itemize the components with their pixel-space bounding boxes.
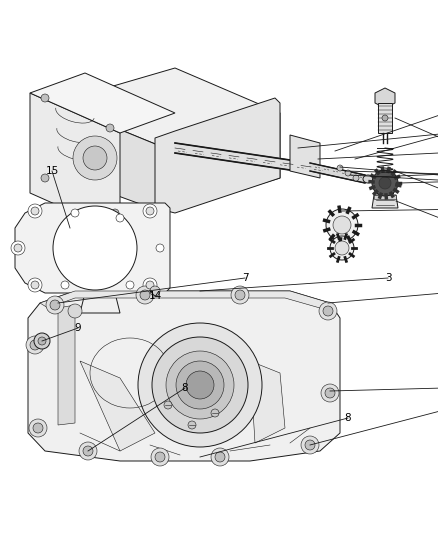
Polygon shape [374, 195, 396, 199]
Circle shape [30, 340, 40, 350]
Circle shape [138, 323, 262, 447]
Polygon shape [155, 98, 280, 213]
Circle shape [379, 177, 391, 189]
Circle shape [106, 124, 114, 132]
Polygon shape [375, 88, 395, 108]
Circle shape [143, 278, 157, 292]
Polygon shape [80, 293, 120, 313]
Circle shape [28, 204, 42, 218]
Polygon shape [310, 163, 365, 183]
Circle shape [116, 214, 124, 222]
Circle shape [83, 446, 93, 456]
Circle shape [382, 115, 388, 121]
Circle shape [34, 333, 50, 349]
Circle shape [166, 351, 234, 419]
Circle shape [326, 209, 358, 241]
Circle shape [41, 94, 49, 102]
Circle shape [71, 209, 79, 217]
Circle shape [61, 281, 69, 289]
Polygon shape [30, 73, 175, 133]
Circle shape [333, 216, 351, 234]
Circle shape [46, 296, 64, 314]
Text: 8: 8 [345, 413, 351, 423]
Circle shape [186, 371, 214, 399]
Circle shape [14, 244, 22, 252]
Polygon shape [15, 203, 170, 293]
Polygon shape [55, 68, 280, 148]
Circle shape [31, 281, 39, 289]
Circle shape [73, 136, 117, 180]
Polygon shape [55, 103, 165, 213]
Circle shape [345, 170, 351, 176]
Circle shape [146, 281, 154, 289]
Text: 14: 14 [148, 291, 162, 301]
Circle shape [50, 300, 60, 310]
Circle shape [231, 286, 249, 304]
Circle shape [29, 419, 47, 437]
Text: 15: 15 [46, 166, 59, 176]
Circle shape [188, 421, 196, 429]
Circle shape [176, 361, 224, 409]
Circle shape [83, 146, 107, 170]
Polygon shape [372, 195, 398, 208]
Polygon shape [290, 135, 320, 178]
Polygon shape [30, 93, 120, 233]
Circle shape [330, 236, 354, 260]
Circle shape [211, 448, 229, 466]
Circle shape [335, 241, 349, 255]
Circle shape [321, 384, 339, 402]
Circle shape [353, 175, 359, 181]
Text: 9: 9 [75, 323, 81, 333]
Circle shape [140, 290, 150, 300]
Circle shape [337, 165, 343, 171]
Circle shape [323, 306, 333, 316]
Circle shape [53, 206, 137, 290]
Polygon shape [40, 291, 330, 308]
Circle shape [319, 302, 337, 320]
Polygon shape [250, 361, 285, 443]
Circle shape [11, 241, 25, 255]
Circle shape [68, 304, 82, 318]
Ellipse shape [363, 175, 373, 183]
Circle shape [33, 423, 43, 433]
Circle shape [150, 286, 160, 296]
Circle shape [305, 440, 315, 450]
Polygon shape [175, 143, 310, 173]
Circle shape [38, 337, 46, 345]
Circle shape [215, 452, 225, 462]
Circle shape [146, 207, 154, 215]
Circle shape [79, 442, 97, 460]
Circle shape [164, 401, 172, 409]
Text: 3: 3 [385, 273, 391, 283]
Text: 7: 7 [242, 273, 248, 283]
Circle shape [372, 170, 398, 196]
Text: 8: 8 [182, 383, 188, 393]
Polygon shape [165, 113, 280, 213]
Circle shape [111, 209, 119, 217]
Circle shape [156, 244, 164, 252]
Polygon shape [28, 291, 340, 461]
Circle shape [152, 337, 248, 433]
Polygon shape [378, 103, 392, 133]
Circle shape [41, 174, 49, 182]
Circle shape [143, 204, 157, 218]
Circle shape [325, 388, 335, 398]
Circle shape [26, 336, 44, 354]
Circle shape [211, 409, 219, 417]
Polygon shape [80, 361, 155, 451]
Circle shape [31, 207, 39, 215]
Circle shape [126, 281, 134, 289]
Circle shape [301, 436, 319, 454]
Circle shape [235, 290, 245, 300]
Polygon shape [58, 305, 75, 425]
Circle shape [28, 278, 42, 292]
Circle shape [155, 452, 165, 462]
Circle shape [136, 286, 154, 304]
Circle shape [151, 448, 169, 466]
